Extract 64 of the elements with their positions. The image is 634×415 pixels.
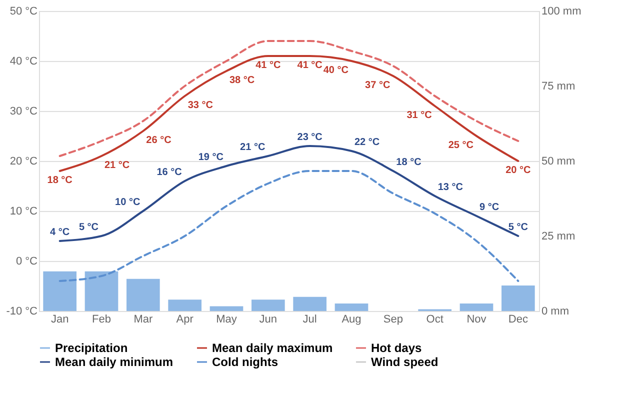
x-tick-label: Aug (342, 314, 362, 326)
bar (210, 306, 244, 311)
y-tick-label: 0 °C (16, 256, 38, 268)
x-tick-label: Sep (383, 314, 403, 326)
data-label: 26 °C (146, 135, 172, 146)
data-label: 5 °C (78, 222, 98, 233)
data-label: 38 °C (230, 75, 255, 86)
data-label: 21 °C (240, 142, 266, 153)
x-tick-label: Jun (259, 314, 278, 326)
x-tick-label: Jan (50, 314, 69, 326)
y2-tick-label: 25 mm (542, 230, 576, 242)
y2-tick-label: 75 mm (542, 80, 576, 92)
data-label: 5 °C (508, 222, 528, 233)
y-tick-label: 20 °C (10, 156, 38, 168)
data-label: 18 °C (396, 157, 422, 168)
legend-label: Precipitation (55, 341, 128, 355)
bar (334, 304, 368, 311)
y-tick-label: -10 °C (6, 306, 38, 318)
data-label: 41 °C (297, 60, 322, 71)
data-label: 18 °C (47, 175, 72, 186)
x-tick-label: Dec (508, 314, 528, 326)
legend-label: Mean daily minimum (55, 355, 174, 369)
data-label: 41 °C (256, 60, 281, 71)
bar (168, 300, 202, 311)
bar (126, 278, 160, 311)
y2-tick-label: 0 mm (542, 306, 569, 318)
x-tick-label: Apr (176, 314, 194, 326)
data-label: 9 °C (480, 202, 500, 213)
legend-label: Mean daily maximum (212, 341, 333, 355)
legend-label: Wind speed (371, 355, 438, 369)
legend-label: Hot days (371, 341, 422, 355)
y-tick-label: 50 °C (10, 6, 38, 18)
x-tick-label: Jul (302, 314, 317, 326)
data-label: 31 °C (406, 110, 432, 121)
data-label: 22 °C (354, 137, 380, 148)
bar (502, 286, 535, 311)
bar (460, 304, 494, 311)
data-label: 23 °C (297, 132, 322, 143)
x-tick-label: Oct (426, 314, 444, 326)
y-tick-label: 10 °C (10, 206, 38, 218)
x-tick-label: Nov (466, 314, 487, 326)
bar (43, 271, 76, 311)
data-label: 37 °C (365, 80, 390, 91)
x-tick-label: Feb (92, 314, 111, 326)
data-label: 40 °C (323, 65, 348, 76)
x-tick-label: May (216, 314, 238, 326)
data-label: 19 °C (198, 152, 224, 163)
data-label: 33 °C (188, 100, 213, 111)
data-label: 16 °C (156, 167, 182, 178)
y-tick-label: 40 °C (10, 56, 38, 68)
y-tick-label: 30 °C (10, 106, 38, 118)
x-tick-label: Mar (134, 314, 153, 326)
data-label: 10 °C (115, 197, 140, 208)
data-label: 21 °C (104, 160, 130, 171)
bar (84, 271, 118, 311)
legend-label: Cold nights (212, 355, 278, 369)
y2-tick-label: 50 mm (542, 156, 576, 168)
data-label: 4 °C (50, 227, 70, 238)
data-label: 13 °C (438, 182, 463, 193)
data-label: 25 °C (448, 140, 474, 151)
bar (293, 296, 326, 311)
bar (252, 300, 285, 311)
y2-tick-label: 100 mm (542, 6, 582, 18)
data-label: 20 °C (506, 165, 531, 176)
